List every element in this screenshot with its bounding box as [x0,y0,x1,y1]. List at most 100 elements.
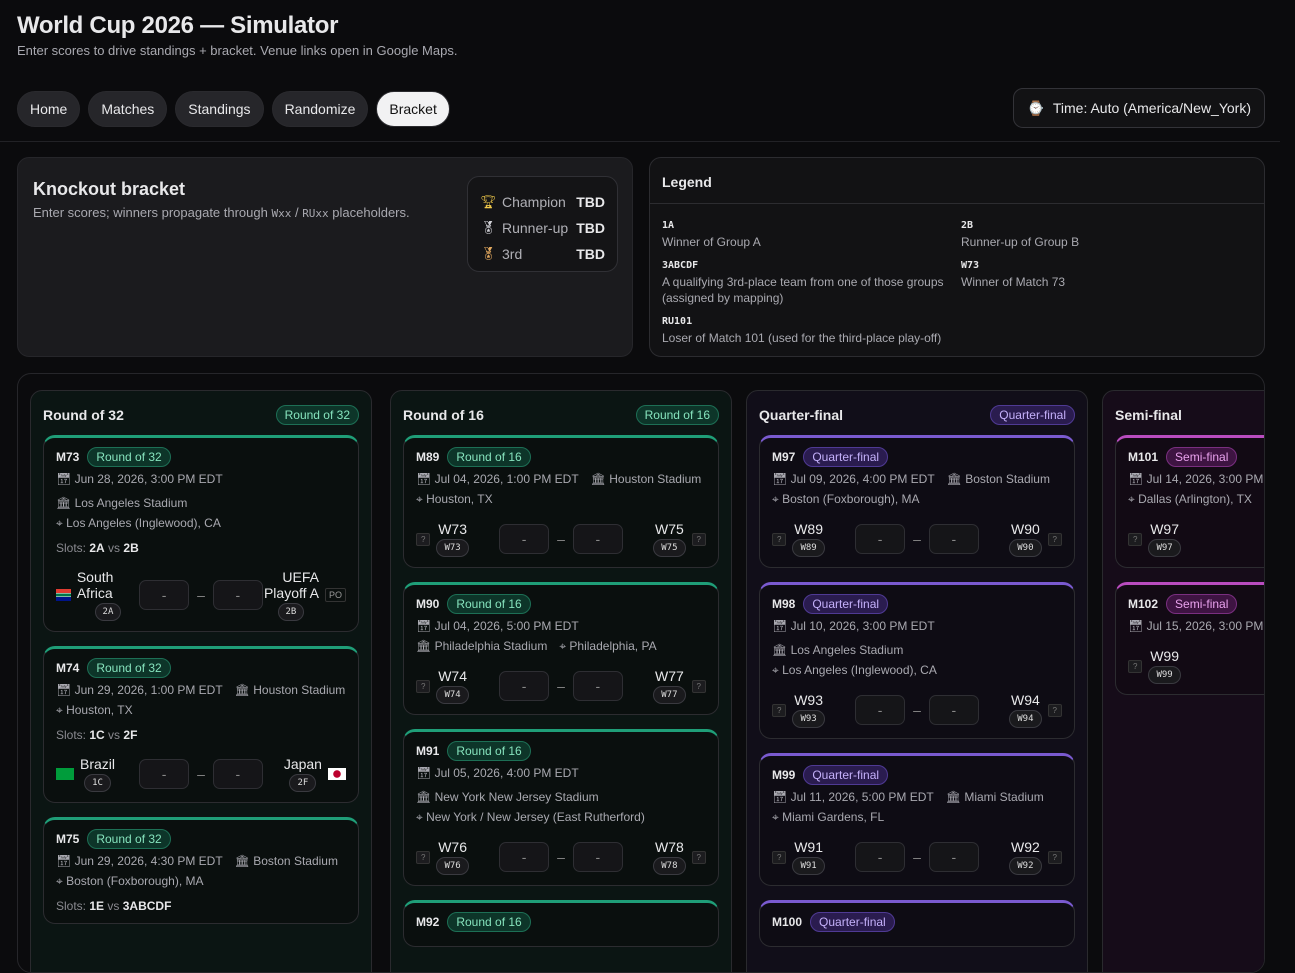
round-badge: Round of 16 [635,405,719,425]
stadium-link[interactable]: 🏛︎ Los Angeles Stadium [772,643,904,657]
medal-icon: 🏅︎ [480,246,497,261]
nav-randomize[interactable]: Randomize [271,91,369,127]
stadium-link[interactable]: 🏛︎ Boston Stadium [946,472,1050,486]
away-score-input[interactable]: - [572,671,623,701]
calendar-icon: 📅︎ [772,790,791,804]
match-teams: ? W74 W74 - – - W77 W77? [416,668,706,704]
city-link[interactable]: ⌖ Philadelphia, PA [559,639,657,653]
nav-matches[interactable]: Matches [88,91,168,127]
slot-pill: W76 [436,857,469,875]
away-score-input[interactable]: - [928,842,979,872]
home-score-input[interactable]: - [499,842,550,872]
match-meta: 📅︎ Jun 29, 2026, 4:30 PM EDT 🏛︎ Boston St… [56,853,346,889]
match-meta: 📅︎ Jun 29, 2026, 1:00 PM EDT 🏛︎ Houston S… [56,682,346,718]
team-name: Japan [283,756,322,772]
award-row: 🏅︎ 3rd TBD [480,241,605,267]
team-name: W99 [1150,648,1179,664]
calendar-icon: 📅︎ [416,766,435,780]
home-score-input[interactable]: - [499,671,550,701]
timezone-button[interactable]: ⌚ Time: Auto (America/New_York) [1013,88,1265,128]
match-meta: 📅︎ Jul 09, 2026, 4:00 PM EDT 🏛︎ Boston St… [772,471,1062,507]
away-score-input[interactable]: - [572,524,623,554]
date: 📅︎ Jul 05, 2026, 4:00 PM EDT [416,766,579,780]
bracket-board: Round of 32 Round of 32 M73 Round of 32 📅︎ J… [17,373,1265,973]
match-teams: ? W73 W73 - – - W75 W75? [416,521,706,557]
award-label: 3rd [502,246,523,262]
city-link[interactable]: ⌖ Boston (Foxborough), MA [56,874,204,888]
team-name: W77 [655,668,684,684]
city-link[interactable]: ⌖ Los Angeles (Inglewood), CA [56,516,221,530]
city-link[interactable]: ⌖ Boston (Foxborough), MA [772,492,920,506]
slot-pill: W75 [653,539,686,557]
away-score-input[interactable]: - [572,842,623,872]
slot-pill: W78 [653,857,686,875]
nav-standings[interactable]: Standings [175,91,264,127]
award-value: TBD [576,194,605,210]
team-name: W89 [794,521,823,537]
calendar-icon: 📅︎ [56,472,75,486]
medal-icon: 🏅︎ [480,220,497,235]
stadium-link[interactable]: 🏛︎ Houston Stadium [234,683,346,697]
city-link[interactable]: ⌖ Houston, TX [416,492,493,506]
round-column: Quarter-final Quarter-final M97 Quarter-fin… [746,390,1088,972]
home-score-input[interactable]: - [139,580,190,610]
home-score-input[interactable]: - [499,524,550,554]
award-value: TBD [576,220,605,236]
match-id: M89 [416,450,440,464]
team-name: W75 [655,521,684,537]
round-badge: Semi-final [1166,447,1238,467]
match-meta: 📅︎ Jul 11, 2026, 5:00 PM EDT 🏛︎ Miami Sta… [772,789,1062,825]
stadium-link[interactable]: 🏛︎ Boston Stadium [234,854,338,868]
stadium-link[interactable]: 🏛︎ Houston Stadium [590,472,702,486]
match-card: M91 Round of 16 📅︎ Jul 05, 2026, 4:00 PM E… [403,729,719,886]
calendar-icon: 📅︎ [416,619,435,633]
round-column: Round of 16 Round of 16 M89 Round of 16 📅︎ J… [390,390,732,972]
watch-icon: ⌚ [1027,99,1045,116]
city-link[interactable]: ⌖ Los Angeles (Inglewood), CA [772,663,937,677]
stadium-link[interactable]: 🏛︎ Miami Stadium [945,790,1044,804]
team-name: South Africa [76,569,114,601]
round-badge: Semi-final [1166,594,1238,614]
team-name: W90 [1011,521,1040,537]
date: 📅︎ Jun 29, 2026, 4:30 PM EDT [56,854,223,868]
stadium-link[interactable]: 🏛︎ Philadelphia Stadium [416,639,548,653]
score-inputs: - – - [855,524,979,554]
unknown-team-icon: ? [1047,850,1062,864]
round-badge: Quarter-final [810,912,895,932]
away-score-input[interactable]: - [928,524,979,554]
round-badge: Round of 32 [275,405,359,425]
match-meta: 📅︎ Jul 10, 2026, 3:00 PM EDT 🏛︎ Los Angel… [772,618,1062,678]
home-team: ? W89 W89 [772,521,855,557]
match-card: M100 Quarter-final [759,900,1075,947]
date: 📅︎ Jul 11, 2026, 5:00 PM EDT [772,790,934,804]
round-badge: Quarter-final [803,447,889,467]
stadium-icon: 🏛︎ [56,496,75,510]
stadium-link[interactable]: 🏛︎ Los Angeles Stadium [56,496,188,510]
city-link[interactable]: ⌖ Dallas (Arlington), TX [1128,492,1252,506]
round-badge: Quarter-final [803,594,889,614]
main-nav: Home Matches Standings Randomize Bracket [17,91,450,127]
away-score-input[interactable]: - [928,695,979,725]
nav-home[interactable]: Home [17,91,81,127]
city-link[interactable]: ⌖ Miami Gardens, FL [772,810,885,824]
home-score-input[interactable]: - [855,695,906,725]
match-teams: ? W76 W76 - – - W78 W78? [416,839,706,875]
awards-box: 🏆︎ Champion TBD 🏅︎ Runner-up TBD 🏅︎ 3rd TBD [467,176,618,272]
city-link[interactable]: ⌖ Houston, TX [56,703,133,717]
column-title: Round of 32 [43,407,124,423]
away-score-input[interactable]: - [212,759,263,789]
match-id: M99 [772,768,796,782]
team-name: W78 [655,839,684,855]
nav-bracket[interactable]: Bracket [376,91,450,127]
home-score-input[interactable]: - [855,524,906,554]
stadium-icon: 🏛︎ [590,472,610,486]
legend-item: 3ABCDF A qualifying 3rd-place team from o… [662,260,944,305]
home-score-input[interactable]: - [855,842,906,872]
home-score-input[interactable]: - [139,759,190,789]
city-link[interactable]: ⌖ New York / New Jersey (East Rutherford… [416,810,645,824]
home-team: ? W99 W99 [1128,648,1224,684]
slot-pill: W90 [1009,539,1042,557]
stadium-link[interactable]: 🏛︎ New York New Jersey Stadium [416,790,599,804]
away-score-input[interactable]: - [212,580,263,610]
calendar-icon: 📅︎ [772,472,791,486]
